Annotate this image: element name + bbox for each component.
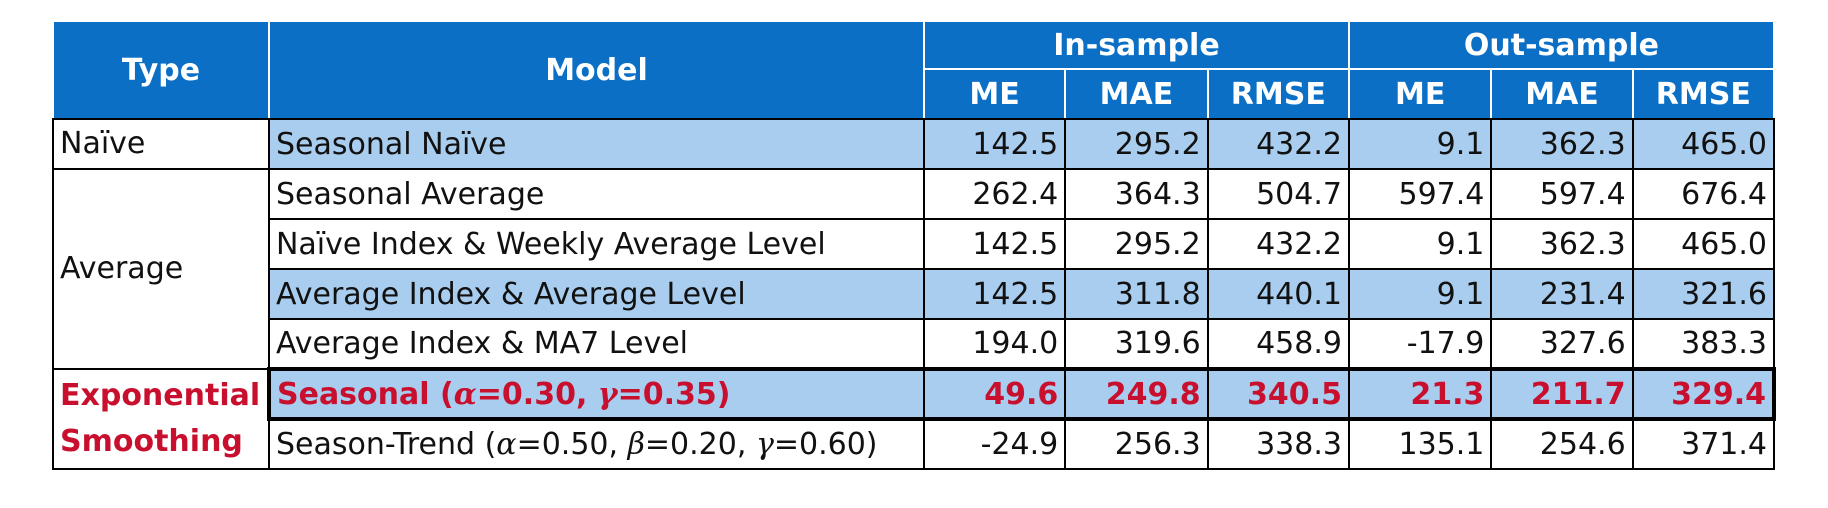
metric-value: 256.3 xyxy=(1064,418,1209,470)
table-row: Average Index & Average Level 142.5 311.8 4… xyxy=(53,268,1776,320)
model-name-part: Naïve Index & Weekly Average Level xyxy=(275,226,826,262)
model-name-part: =0.35) xyxy=(617,376,731,412)
metric-value: 262.4 xyxy=(922,168,1067,220)
greek-symbol: α xyxy=(496,427,517,462)
model-name-part: =0.20, xyxy=(644,427,756,462)
model-name-part: Average Index & Average Level xyxy=(275,276,746,312)
metric-value: 9.1 xyxy=(1347,218,1493,270)
header-model: Model xyxy=(267,20,925,120)
metric-value: -17.9 xyxy=(1347,318,1493,370)
type-label-line: Exponential xyxy=(60,377,261,413)
results-table: Type Model In-sample Out-sample ME MAE R… xyxy=(52,20,1777,470)
metric-value: 371.4 xyxy=(1631,418,1776,470)
metric-value: 295.2 xyxy=(1064,218,1209,270)
header-in-sample: In-sample xyxy=(922,20,1350,70)
header-in-me: ME xyxy=(922,68,1067,120)
metric-value: 597.4 xyxy=(1347,168,1493,220)
metric-value: 211.7 xyxy=(1490,367,1634,421)
metric-value: 135.1 xyxy=(1347,418,1493,470)
type-cell: Average xyxy=(52,168,270,370)
metric-value: 321.6 xyxy=(1631,268,1776,320)
metric-value: 432.2 xyxy=(1206,118,1350,170)
greek-symbol: γ xyxy=(597,376,618,412)
greek-symbol: γ xyxy=(755,427,774,462)
model-name-part: Average Index & MA7 Level xyxy=(275,326,688,361)
metric-value: 254.6 xyxy=(1490,418,1634,470)
metric-value: 9.1 xyxy=(1347,268,1493,320)
metric-value: 9.1 xyxy=(1347,118,1493,170)
metric-value: 249.8 xyxy=(1064,367,1209,421)
metric-value: 319.6 xyxy=(1064,318,1209,370)
model-cell: Average Index & Average Level xyxy=(267,268,925,320)
header-out-rmse: RMSE xyxy=(1631,68,1776,120)
metric-value: 364.3 xyxy=(1064,168,1209,220)
header-type: Type xyxy=(52,20,270,120)
metric-value: 340.5 xyxy=(1206,367,1350,421)
metric-value: 311.8 xyxy=(1064,268,1209,320)
metric-value: 194.0 xyxy=(922,318,1067,370)
greek-symbol: α xyxy=(453,376,477,412)
metric-value: 329.4 xyxy=(1631,367,1777,421)
model-name-part: =0.30, xyxy=(476,376,598,412)
metric-value: 231.4 xyxy=(1490,268,1634,320)
metric-value: 597.4 xyxy=(1490,168,1634,220)
metric-value: 21.3 xyxy=(1347,367,1493,421)
table-row: Average Seasonal Average 262.4 364.3 504.7 59… xyxy=(52,168,1776,370)
greek-symbol: β xyxy=(627,427,645,462)
table-header: Type Model In-sample Out-sample ME MAE R… xyxy=(52,20,1776,120)
metric-value: 465.0 xyxy=(1631,218,1776,270)
table-row: Exponential Smoothing Seasonal (α=0.30, γ=… xyxy=(52,367,1777,470)
metric-value: 432.2 xyxy=(1206,218,1350,270)
model-name-part: Seasonal Average xyxy=(275,176,545,212)
model-cell: Naïve Index & Weekly Average Level xyxy=(267,218,925,270)
model-cell: Season-Trend (α=0.50, β=0.20, γ=0.60) xyxy=(267,418,925,470)
metric-value: 142.5 xyxy=(922,268,1067,320)
metric-value: 504.7 xyxy=(1206,168,1350,220)
table-row: Naïve Index & Weekly Average Level 142.5 2… xyxy=(53,218,1776,270)
metric-value: 295.2 xyxy=(1064,118,1209,170)
model-name-part: Season-Trend ( xyxy=(275,427,497,462)
type-label-line: Smoothing xyxy=(60,424,243,459)
type-cell: Naïve xyxy=(52,118,270,170)
model-name-part: Seasonal ( xyxy=(276,376,454,412)
model-name-part: =0.60) xyxy=(773,427,878,462)
header-out-sample: Out-sample xyxy=(1347,20,1776,70)
model-cell: Seasonal (α=0.30, γ=0.35) xyxy=(266,367,925,421)
table-row: Average Index & MA7 Level 194.0 319.6 458.9… xyxy=(53,318,1776,370)
metric-value: 440.1 xyxy=(1206,268,1350,320)
header-out-me: ME xyxy=(1347,68,1493,120)
metric-value: 142.5 xyxy=(922,118,1067,170)
metric-value: 142.5 xyxy=(922,218,1067,270)
metric-value: 458.9 xyxy=(1206,318,1350,370)
metric-value: 327.6 xyxy=(1490,318,1634,370)
table-row: Naïve Seasonal Naïve 142.5 295.2 432.2 9.1 362… xyxy=(52,118,1776,170)
metric-value: 338.3 xyxy=(1206,418,1350,470)
model-cell: Seasonal Average xyxy=(267,168,925,220)
metric-value: -24.9 xyxy=(922,418,1067,470)
metric-value: 676.4 xyxy=(1631,168,1776,220)
table-row: Season-Trend (α=0.50, β=0.20, γ=0.60) -24… xyxy=(53,418,1776,470)
table-body: Naïve Seasonal Naïve 142.5 295.2 432.2 9.1 362… xyxy=(52,118,1777,470)
metric-value: 362.3 xyxy=(1490,218,1634,270)
model-name-part: =0.50, xyxy=(516,427,628,462)
model-cell: Average Index & MA7 Level xyxy=(267,318,925,370)
model-cell: Seasonal Naïve xyxy=(267,118,925,170)
header-out-mae: MAE xyxy=(1490,68,1634,120)
model-name-part: Seasonal Naïve xyxy=(275,126,507,162)
metric-value: 49.6 xyxy=(922,367,1067,421)
type-cell: Exponential Smoothing xyxy=(52,368,270,470)
metric-value: 383.3 xyxy=(1631,318,1776,370)
metric-value: 362.3 xyxy=(1490,118,1634,170)
metric-value: 465.0 xyxy=(1631,118,1776,170)
header-in-rmse: RMSE xyxy=(1206,68,1350,120)
header-in-mae: MAE xyxy=(1064,68,1209,120)
